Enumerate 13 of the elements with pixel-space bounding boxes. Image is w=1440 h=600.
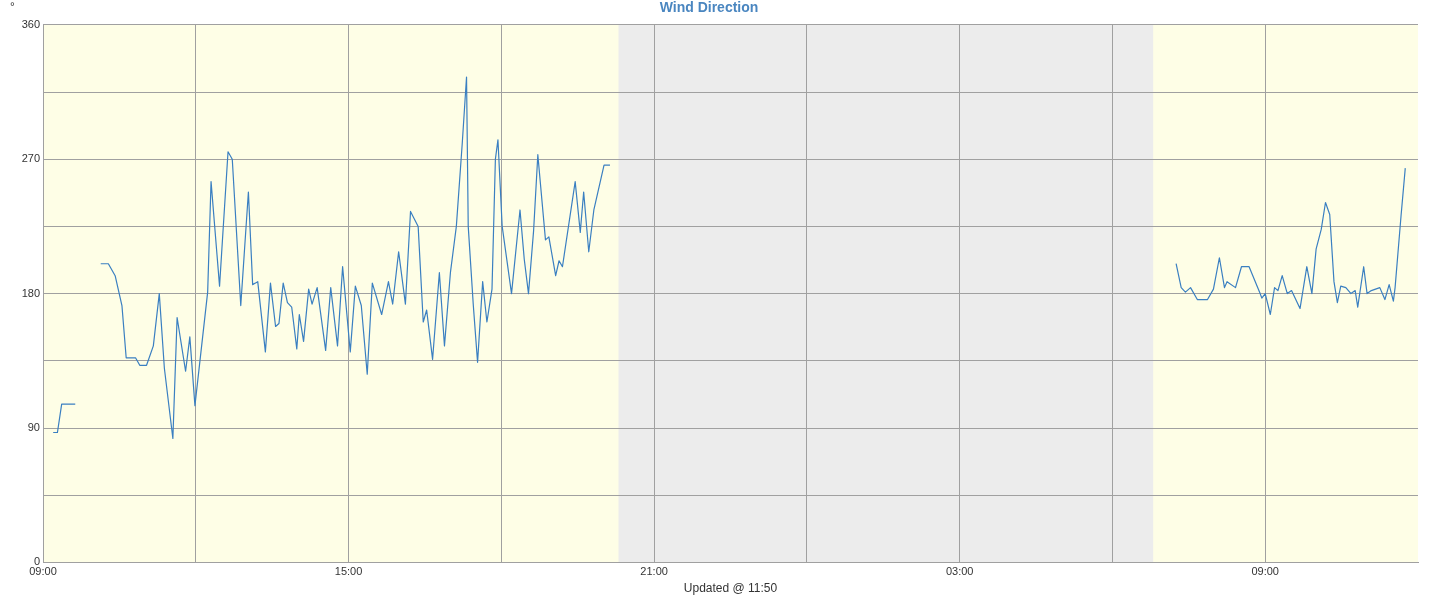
y-tick-label: 90: [27, 421, 40, 434]
y-tick-label: 0: [33, 555, 40, 568]
x-tick-label: 09:00: [29, 565, 57, 578]
y-tick-label: 180: [21, 286, 40, 299]
x-tick-label: 03:00: [945, 565, 974, 578]
x-tick-label: 15:00: [334, 565, 363, 578]
chart-title: Wind Direction: [659, 0, 759, 16]
x-axis-title: Updated @ 11:50: [683, 581, 778, 596]
y-tick-label: 270: [21, 152, 40, 165]
y-axis-title: °: [10, 0, 15, 15]
y-tick-label: 360: [21, 17, 40, 30]
x-tick-label: 09:00: [1251, 565, 1279, 578]
x-tick-label: 21:00: [640, 565, 668, 578]
